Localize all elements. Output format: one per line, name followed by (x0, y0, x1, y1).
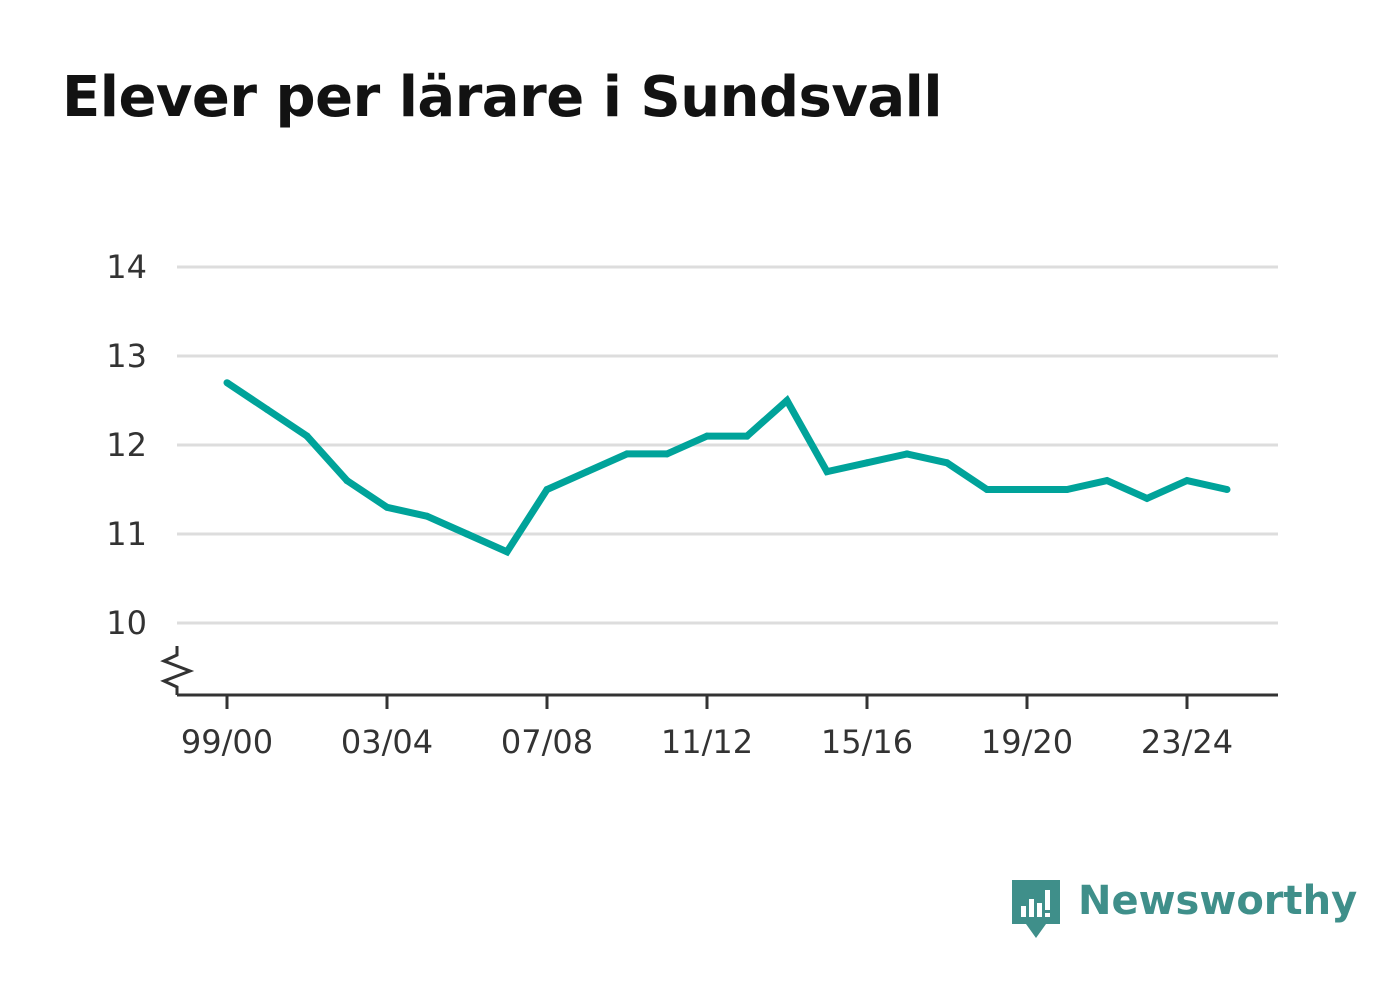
data-point (503, 548, 511, 556)
x-tick-label: 15/16 (821, 723, 913, 761)
data-point (1143, 494, 1151, 502)
data-point (1183, 477, 1191, 485)
data-point (623, 450, 631, 458)
data-point (463, 530, 471, 538)
data-point (343, 477, 351, 485)
data-point (423, 512, 431, 520)
axis-break-icon (160, 646, 195, 695)
data-point (703, 432, 711, 440)
y-tick-label: 10 (106, 604, 147, 642)
x-tick-label: 99/00 (181, 723, 273, 761)
data-point (1063, 486, 1071, 493)
y-tick-label: 14 (106, 248, 147, 286)
data-point (823, 468, 831, 476)
data-point (1023, 486, 1031, 493)
data-point (223, 379, 231, 387)
data-point (943, 459, 951, 467)
data-point (663, 450, 671, 458)
data-point (743, 432, 751, 440)
series-layer (223, 379, 1231, 557)
x-axis-labels: 99/00 03/04 07/08 11/12 15/16 19/20 23/24 (181, 723, 1233, 761)
y-axis-labels: 10 11 12 13 14 (106, 248, 147, 642)
x-axis (160, 646, 1278, 709)
x-tick-label: 19/20 (981, 723, 1073, 761)
x-tick-label: 23/24 (1141, 723, 1233, 761)
data-point (303, 432, 311, 440)
brand-logo: Newsworthy (1010, 878, 1357, 942)
x-tick-label: 07/08 (501, 723, 593, 761)
data-point (1223, 486, 1231, 493)
newsworthy-logo-icon (1012, 880, 1060, 938)
data-point (863, 459, 871, 467)
data-point (543, 486, 551, 493)
x-tick-label: 11/12 (661, 723, 753, 761)
y-tick-label: 12 (106, 426, 147, 464)
brand-name: Newsworthy (1078, 878, 1358, 924)
y-tick-label: 11 (106, 515, 147, 553)
chart-title: Elever per lärare i Sundsvall (62, 65, 943, 130)
data-point (583, 468, 591, 476)
data-point (983, 486, 991, 493)
data-point (263, 405, 271, 413)
data-point (903, 450, 911, 458)
x-tick-label: 03/04 (341, 723, 433, 761)
series-line (225, 379, 1228, 557)
y-tick-label: 13 (106, 337, 147, 375)
data-point (1103, 477, 1111, 485)
data-point (783, 397, 791, 404)
data-point (383, 503, 391, 511)
grid-lines (177, 265, 1278, 625)
series (223, 379, 1231, 557)
